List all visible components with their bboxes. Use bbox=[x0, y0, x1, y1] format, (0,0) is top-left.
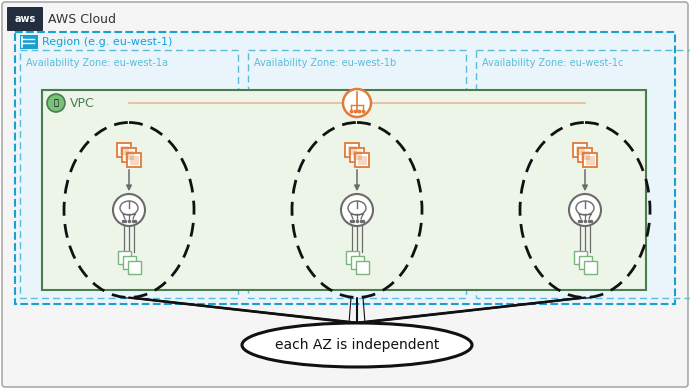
FancyBboxPatch shape bbox=[124, 151, 133, 159]
FancyBboxPatch shape bbox=[575, 145, 584, 154]
FancyBboxPatch shape bbox=[355, 153, 369, 167]
FancyBboxPatch shape bbox=[117, 143, 131, 157]
FancyBboxPatch shape bbox=[357, 156, 366, 165]
FancyBboxPatch shape bbox=[351, 256, 364, 268]
FancyBboxPatch shape bbox=[573, 251, 586, 263]
Text: each AZ is independent: each AZ is independent bbox=[275, 338, 440, 352]
FancyBboxPatch shape bbox=[350, 148, 364, 162]
FancyBboxPatch shape bbox=[117, 251, 130, 263]
FancyBboxPatch shape bbox=[15, 32, 675, 304]
Text: Availability Zone: eu-west-1b: Availability Zone: eu-west-1b bbox=[254, 58, 396, 68]
FancyBboxPatch shape bbox=[578, 148, 592, 162]
Text: VPC: VPC bbox=[70, 96, 95, 109]
FancyBboxPatch shape bbox=[42, 90, 646, 290]
FancyBboxPatch shape bbox=[119, 145, 128, 154]
FancyBboxPatch shape bbox=[7, 7, 43, 31]
FancyBboxPatch shape bbox=[348, 145, 357, 154]
FancyBboxPatch shape bbox=[128, 261, 141, 273]
Circle shape bbox=[341, 194, 373, 226]
Text: Region (e.g. eu-west-1): Region (e.g. eu-west-1) bbox=[42, 37, 172, 47]
FancyBboxPatch shape bbox=[130, 156, 139, 165]
Text: AWS Cloud: AWS Cloud bbox=[48, 12, 116, 26]
FancyBboxPatch shape bbox=[346, 251, 359, 263]
Text: Availability Zone: eu-west-1a: Availability Zone: eu-west-1a bbox=[26, 58, 168, 68]
FancyBboxPatch shape bbox=[573, 143, 587, 157]
Circle shape bbox=[569, 194, 601, 226]
FancyBboxPatch shape bbox=[580, 151, 589, 159]
Text: Availability Zone: eu-west-1c: Availability Zone: eu-west-1c bbox=[482, 58, 623, 68]
Circle shape bbox=[47, 94, 65, 112]
FancyBboxPatch shape bbox=[578, 256, 591, 268]
Text: 🔒: 🔒 bbox=[54, 98, 59, 107]
FancyBboxPatch shape bbox=[586, 156, 595, 165]
FancyBboxPatch shape bbox=[20, 35, 38, 49]
Ellipse shape bbox=[242, 323, 472, 367]
FancyBboxPatch shape bbox=[583, 153, 597, 167]
FancyBboxPatch shape bbox=[584, 261, 596, 273]
FancyBboxPatch shape bbox=[345, 143, 359, 157]
FancyBboxPatch shape bbox=[123, 256, 135, 268]
FancyBboxPatch shape bbox=[355, 261, 368, 273]
FancyBboxPatch shape bbox=[353, 151, 362, 159]
Circle shape bbox=[343, 89, 371, 117]
Circle shape bbox=[113, 194, 145, 226]
Text: aws: aws bbox=[14, 14, 36, 24]
FancyBboxPatch shape bbox=[127, 153, 141, 167]
FancyBboxPatch shape bbox=[122, 148, 136, 162]
